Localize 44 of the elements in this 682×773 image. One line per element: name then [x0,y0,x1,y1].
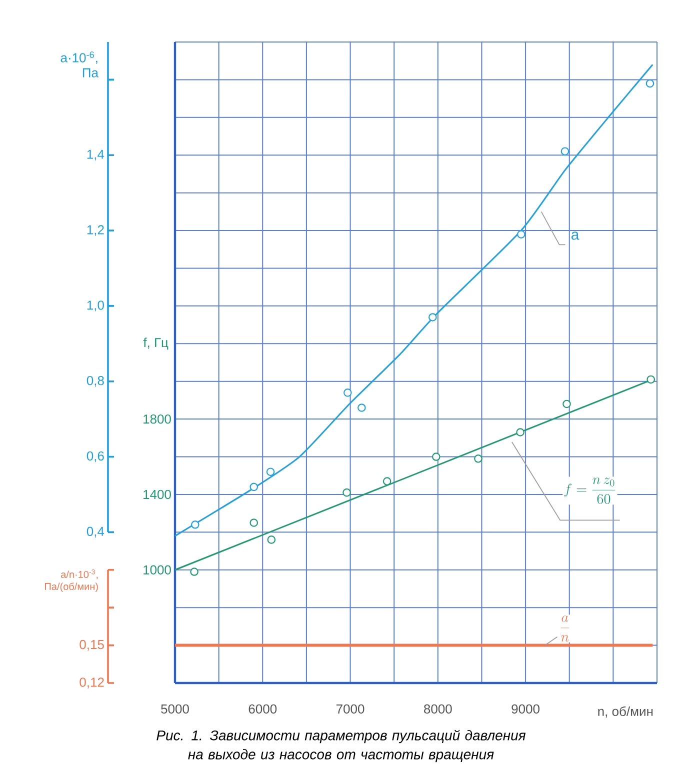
annotation: $f=\frac{n\,z_{0}}{60}$ [564,478,616,504]
x-tick-label: 8000 [424,704,452,714]
x-axis-title: n, об/мин [598,706,653,718]
point [191,520,200,529]
y2-axis-title: f, Гц [143,338,168,350]
y-tick-label: 0,4 [86,526,104,538]
annotation: a [571,232,580,240]
y2-tick-label: 1400 [144,490,171,500]
x-tick-label: 7000 [336,704,364,714]
point [646,375,656,384]
annotation: $\frac{a}{n}$ [560,615,570,642]
y-axis-title: a·10$^{-6}$, Па [60,52,98,78]
y2-tick-label: 1800 [144,414,171,424]
point [267,536,276,544]
point [646,79,654,88]
x-tick-label: 6000 [248,704,277,714]
x-tick-label: 5000 [161,704,189,714]
point [358,404,366,412]
y3-tick-label: 0,15 [80,640,104,651]
y-tick-label: 0,6 [86,451,104,462]
line-series [174,64,654,537]
point [343,388,352,397]
x-tick-label: 9000 [512,704,540,714]
point [342,488,351,497]
y-tick-label: 0,8 [86,376,104,387]
point [250,482,258,492]
point [517,230,526,238]
y-tick-label: 1,4 [87,150,104,160]
point [266,468,275,476]
y2-tick-label: 1000 [144,565,171,574]
point [516,428,524,436]
y-tick-label: 1,0 [87,300,104,312]
y3-tick-label: 0,12 [80,678,104,688]
point [474,454,482,463]
y-tick-label: 1,2 [87,225,104,236]
point [250,518,258,527]
point [382,477,392,486]
point [190,568,198,576]
y3-axis-title: a/n·10$^{-3}$, Па/(об/мин) [45,569,98,592]
point [428,313,437,322]
point [562,400,571,408]
text: Рис. 1. Зависимости параметров пульсаций давления на выходе из насосов от частоты вращения [156,730,526,762]
point [560,147,570,156]
point [432,452,440,461]
